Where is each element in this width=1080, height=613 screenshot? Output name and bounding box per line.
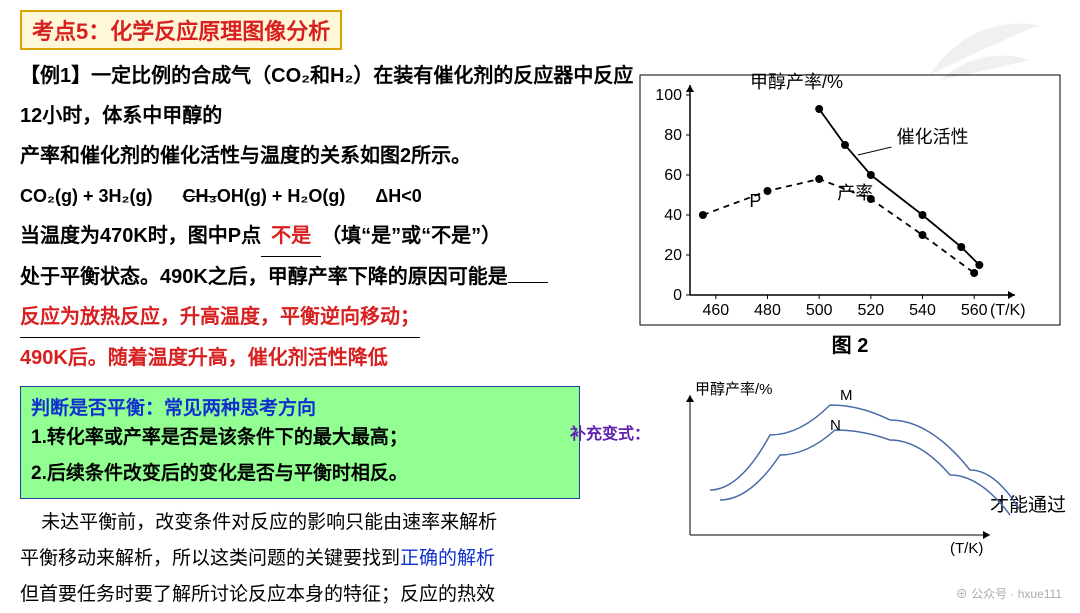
q2-blank (508, 282, 548, 283)
topic-title: 考点5：化学反应原理图像分析 (20, 10, 342, 50)
svg-text:80: 80 (664, 127, 682, 144)
watermark: ⊕ 公众号 · hxue111 (956, 585, 1062, 602)
svg-text:甲醇产率/%: 甲醇产率/% (695, 381, 773, 398)
svg-text:(T/K): (T/K) (950, 540, 983, 557)
tip-l1: 1.转化率或产率是否是该条件下的最大最高； (31, 420, 569, 456)
svg-text:500: 500 (806, 302, 833, 319)
q1-answer: 不是 (261, 216, 321, 257)
problem-text: 【例1】一定比例的合成气（CO₂和H₂）在装有催化剂的反应器中反应12小时，体系… (20, 56, 640, 378)
svg-text:480: 480 (754, 302, 781, 319)
eq-left: CO₂(g) + 3H₂(g) (20, 186, 153, 206)
notes: 未达平衡前，改变条件对反应的影响只能由速率来解析 平衡移动来解析，所以这类问题的… (20, 505, 640, 613)
figure-2: 0 20 40 60 80 100 460 480 500 520 540 560 甲醇产率/% (T/K… (635, 70, 1065, 365)
svg-text:P: P (749, 191, 761, 211)
svg-text:100: 100 (655, 87, 682, 104)
note-2b: 正确的解析 (400, 548, 495, 569)
svg-text:(T/K): (T/K) (990, 302, 1026, 319)
svg-text:460: 460 (702, 302, 729, 319)
intro-1: 一定比例的合成气（CO₂和H₂）在装有催化剂的反应器中反应12小时，体系中甲醇的 (20, 65, 633, 127)
example-label: 【例1】 (20, 65, 91, 87)
note-1a: 未达平衡前，改变条件对反应的影响只能由速率来解析 (41, 512, 497, 533)
svg-text:N: N (830, 417, 841, 434)
supplement-chart: 甲醇产率/% (T/K) MN (660, 380, 1040, 565)
q1a: 当温度为470K时，图中P点 (20, 225, 261, 247)
note-3: 但首要任务时要了解所讨论反应本身的特征；反应的热效 (20, 584, 495, 605)
tip-heading: 判断是否平衡：常见两种思考方向 (31, 393, 569, 420)
intro-2: 产率和催化剂的催化活性与温度的关系如图2所示。 (20, 145, 471, 167)
svg-text:催化活性: 催化活性 (897, 127, 969, 147)
tip-l2: 2.后续条件改变后的变化是否与平衡时相反。 (31, 456, 569, 492)
q1b: （填“是”或“不是”） (321, 225, 501, 247)
svg-text:520: 520 (857, 302, 884, 319)
note-2a: 平衡移动来解析，所以这类问题的关键要找到 (20, 548, 400, 569)
svg-text:图 2: 图 2 (832, 334, 869, 357)
tip-box: 判断是否平衡：常见两种思考方向 1.转化率或产率是否是该条件下的最大最高； 2.… (20, 386, 580, 499)
supplement-label: 补充变式： (570, 420, 650, 444)
ans2-l1: 反应为放热反应，升高温度，平衡逆向移动； (20, 306, 420, 328)
svg-text:M: M (840, 387, 853, 404)
svg-text:60: 60 (664, 167, 682, 184)
svg-text:产率: 产率 (837, 183, 873, 203)
eq-strike: CH₃ (183, 186, 217, 206)
svg-text:20: 20 (664, 247, 682, 264)
ans2-l2: 490K后。随着温度升高，催化剂活性降低 (20, 347, 388, 369)
q2a: 处于平衡状态。490K之后，甲醇产率下降的原因可能是 (20, 266, 508, 288)
delta-h: ΔH<0 (375, 186, 421, 206)
svg-text:40: 40 (664, 207, 682, 224)
svg-text:560: 560 (961, 302, 988, 319)
svg-text:甲醇产率/%: 甲醇产率/% (750, 72, 843, 92)
svg-text:0: 0 (673, 287, 682, 304)
svg-text:540: 540 (909, 302, 936, 319)
eq-right: OH(g) + H₂O(g) (217, 186, 345, 206)
